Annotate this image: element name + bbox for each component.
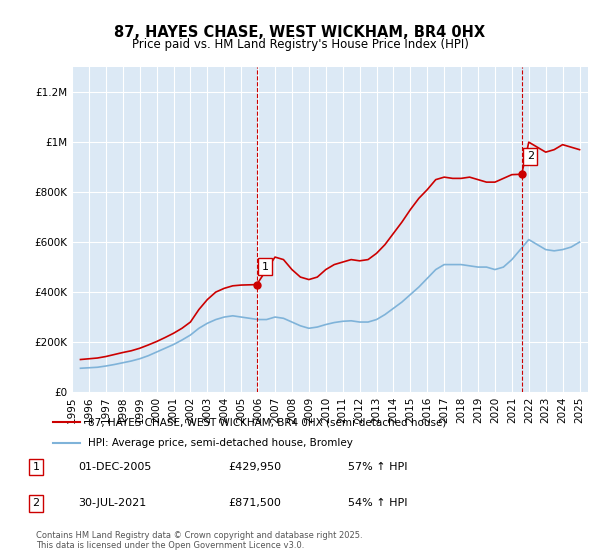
Text: 87, HAYES CHASE, WEST WICKHAM, BR4 0HX: 87, HAYES CHASE, WEST WICKHAM, BR4 0HX [115,25,485,40]
Text: 87, HAYES CHASE, WEST WICKHAM, BR4 0HX (semi-detached house): 87, HAYES CHASE, WEST WICKHAM, BR4 0HX (… [88,417,446,427]
Text: Contains HM Land Registry data © Crown copyright and database right 2025.
This d: Contains HM Land Registry data © Crown c… [36,530,362,550]
Text: 30-JUL-2021: 30-JUL-2021 [78,498,146,508]
Text: 01-DEC-2005: 01-DEC-2005 [78,462,151,472]
Text: £871,500: £871,500 [228,498,281,508]
Text: 1: 1 [32,462,40,472]
Text: HPI: Average price, semi-detached house, Bromley: HPI: Average price, semi-detached house,… [88,438,352,448]
Text: 2: 2 [527,151,534,161]
Text: £429,950: £429,950 [228,462,281,472]
Text: Price paid vs. HM Land Registry's House Price Index (HPI): Price paid vs. HM Land Registry's House … [131,38,469,51]
Text: 54% ↑ HPI: 54% ↑ HPI [348,498,407,508]
Text: 2: 2 [32,498,40,508]
Text: 1: 1 [262,262,269,272]
Text: 57% ↑ HPI: 57% ↑ HPI [348,462,407,472]
